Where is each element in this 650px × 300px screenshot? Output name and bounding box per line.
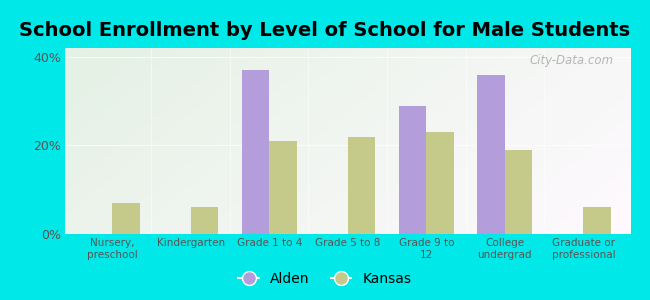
Bar: [112, 203, 140, 234]
Bar: [426, 132, 454, 234]
Text: School Enrollment by Level of School for Male Students: School Enrollment by Level of School for…: [20, 21, 630, 40]
Bar: [505, 150, 532, 234]
Bar: [269, 141, 296, 234]
Text: City-Data.com: City-Data.com: [529, 54, 614, 67]
Bar: [584, 207, 611, 234]
Bar: [348, 136, 375, 234]
Bar: [477, 75, 505, 234]
Bar: [242, 70, 269, 234]
Legend: Alden, Kansas: Alden, Kansas: [234, 268, 416, 290]
Bar: [190, 207, 218, 234]
Bar: [399, 106, 426, 234]
